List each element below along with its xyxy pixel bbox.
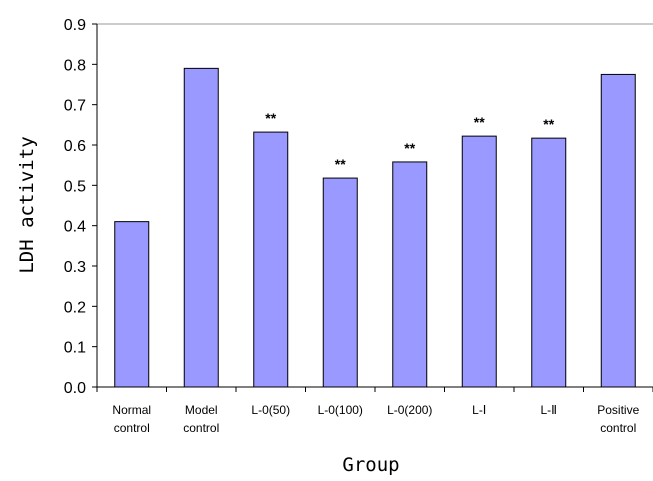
y-tick-label: 0.0 bbox=[64, 380, 86, 397]
bar bbox=[600, 73, 636, 388]
y-tick-label: 0.8 bbox=[64, 57, 86, 74]
axes bbox=[92, 23, 653, 392]
y-tick-label: 0.4 bbox=[64, 219, 86, 236]
bar bbox=[183, 67, 219, 388]
y-tick-label: 0.3 bbox=[64, 259, 86, 276]
y-tick-label: 0.7 bbox=[64, 98, 86, 115]
significance-label: ** bbox=[474, 114, 485, 130]
x-tick-label: control bbox=[114, 421, 150, 435]
y-tick-label: 0.6 bbox=[64, 138, 86, 155]
bars bbox=[114, 67, 636, 388]
x-tick-label: L-0(200) bbox=[387, 403, 432, 417]
x-tick-label: Positive bbox=[597, 403, 639, 417]
x-axis-title: Group bbox=[342, 454, 399, 476]
y-axis-title: LDH activity bbox=[16, 136, 38, 273]
x-tick-label: L-0(100) bbox=[318, 403, 363, 417]
significance-label: ** bbox=[265, 110, 276, 126]
y-tick-label: 0.2 bbox=[64, 299, 86, 316]
y-tick-label: 0.5 bbox=[64, 178, 86, 195]
significance-label: ** bbox=[543, 116, 554, 132]
bar bbox=[253, 131, 289, 388]
bar bbox=[322, 177, 358, 388]
y-tick-label: 0.9 bbox=[64, 17, 86, 34]
bar bbox=[392, 161, 428, 388]
x-tick-label: Normal bbox=[112, 403, 151, 417]
bar bbox=[531, 137, 567, 388]
significance-label: ** bbox=[404, 140, 415, 156]
x-tick-label: Model bbox=[185, 403, 218, 417]
x-tick-label: control bbox=[183, 421, 219, 435]
bar bbox=[461, 135, 497, 388]
bar bbox=[114, 221, 150, 388]
labels: 0.0 0.1 0.2 0.3 0.4 0.5 0.6 0.7 0.8 0.9 Normal cont… bbox=[64, 17, 640, 435]
x-tick-label: L-Ⅱ bbox=[540, 403, 557, 417]
x-tick-label: control bbox=[600, 421, 636, 435]
y-tick-label: 0.1 bbox=[64, 340, 86, 357]
x-tick-label: L-Ⅰ bbox=[472, 403, 486, 417]
x-tick-label: L-0(50) bbox=[251, 403, 290, 417]
significance-label: ** bbox=[335, 156, 346, 172]
